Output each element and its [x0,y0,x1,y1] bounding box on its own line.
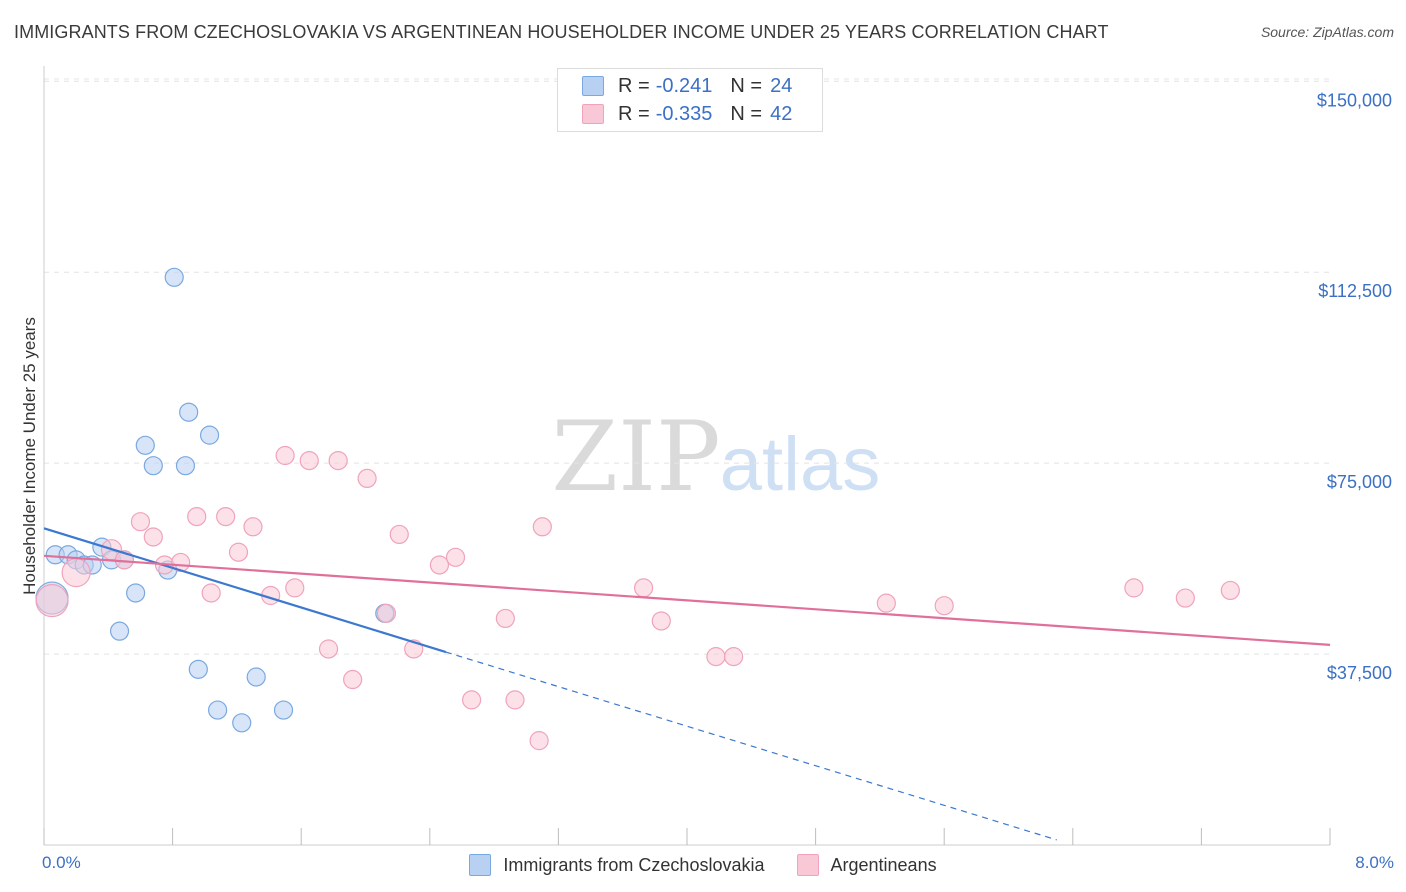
y-tick-label: $37,500 [1327,663,1392,683]
point-argentinean [299,450,319,471]
point-argentinean [357,468,377,489]
point-czechoslovakia [273,700,294,720]
point-czechoslovakia [164,267,184,287]
point-argentinean [389,524,409,545]
stats-legend: R = -0.241 N = 24 R = -0.335 N = 42 [557,68,823,132]
point-argentinean [651,611,671,631]
trendline-extension-czechoslovakia [445,651,1057,841]
x-tick-label-max: 8.0% [1355,853,1394,872]
point-argentinean [706,647,726,667]
series-name: Argentineans [830,854,937,875]
point-argentinean [1124,578,1144,598]
point-argentinean [243,517,263,537]
legend-n-label: N = [730,74,763,97]
legend-r-label: R = [618,102,650,125]
point-czechoslovakia [109,621,130,641]
point-argentinean [285,578,305,598]
trendline-czechoslovakia [43,527,447,654]
point-argentinean [376,603,396,623]
legend-r-label: R = [618,74,650,97]
point-czechoslovakia [143,456,163,476]
x-tick-label-min: 0.0% [42,853,81,872]
point-argentinean [228,542,249,562]
point-argentinean [328,450,348,471]
source-note: Source: ZipAtlas.com [1260,24,1394,40]
point-argentinean [724,647,744,667]
point-argentinean [1175,588,1195,608]
legend-r-value: -0.335 [655,102,713,125]
point-argentinean [529,731,549,751]
point-argentinean [429,555,450,575]
watermark-zip: ZIP [551,401,720,513]
legend-n-value: 24 [770,74,793,97]
point-argentinean [934,596,954,616]
point-czechoslovakia [208,700,228,720]
point-argentinean [633,578,654,598]
point-argentinean [216,506,236,527]
legend-swatch-blue [582,76,604,96]
point-czechoslovakia [188,659,208,679]
point-argentinean [343,669,363,690]
legend-swatch-pink [582,104,604,124]
series-legend-czechoslovakia: Immigrants from Czechoslovakia [469,854,765,876]
point-argentinean [505,690,525,710]
point-argentinean [35,584,69,618]
point-czechoslovakia [135,435,155,455]
legend-n-label: N = [730,102,763,125]
point-czechoslovakia [246,667,266,687]
y-tick-label: $75,000 [1327,472,1392,492]
legend-row-argentineans: R = -0.335 N = 42 [582,102,792,126]
point-czechoslovakia [199,425,220,445]
point-argentinean [130,512,151,532]
series-legend: Immigrants from Czechoslovakia Argentine… [0,852,1406,878]
point-argentinean [532,517,552,537]
point-argentinean [201,583,221,603]
legend-n-value: 42 [770,102,793,125]
series-name: Immigrants from Czechoslovakia [503,854,765,875]
point-argentinean [445,547,466,567]
point-argentinean [275,445,295,466]
series-legend-argentineans: Argentineans [796,854,937,876]
point-czechoslovakia [179,402,199,422]
point-czechoslovakia [232,713,252,733]
point-argentinean [143,527,163,547]
y-axis-label: Householder Income Under 25 years [20,317,39,595]
point-argentinean [876,593,896,613]
point-czechoslovakia [175,456,196,476]
point-argentinean [495,608,515,629]
y-tick-label: $112,500 [1318,281,1392,301]
point-argentinean [1220,580,1240,601]
point-czechoslovakia [126,583,146,603]
trendline-argentineans [43,554,1331,647]
point-argentinean [461,690,482,710]
chart-title: IMMIGRANTS FROM CZECHOSLOVAKIA VS ARGENT… [14,22,1109,42]
legend-r-value: -0.241 [655,74,713,97]
point-argentinean [187,506,207,527]
point-argentinean [318,639,339,659]
point-argentinean [61,558,91,588]
legend-row-czechoslovakia: R = -0.241 N = 24 [582,74,792,98]
watermark-atlas: atlas [720,422,881,507]
series-swatch-pink [796,854,819,876]
y-tick-label: $150,000 [1317,90,1392,110]
series-swatch-blue [469,854,492,876]
